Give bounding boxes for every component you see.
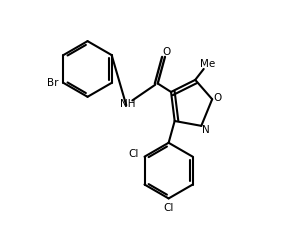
Text: NH: NH xyxy=(120,99,135,109)
Text: Me: Me xyxy=(201,59,216,69)
Text: Cl: Cl xyxy=(163,203,174,213)
Text: Br: Br xyxy=(47,78,58,88)
Text: O: O xyxy=(162,46,170,57)
Text: N: N xyxy=(202,125,210,135)
Text: O: O xyxy=(213,93,222,103)
Text: Cl: Cl xyxy=(128,149,139,159)
